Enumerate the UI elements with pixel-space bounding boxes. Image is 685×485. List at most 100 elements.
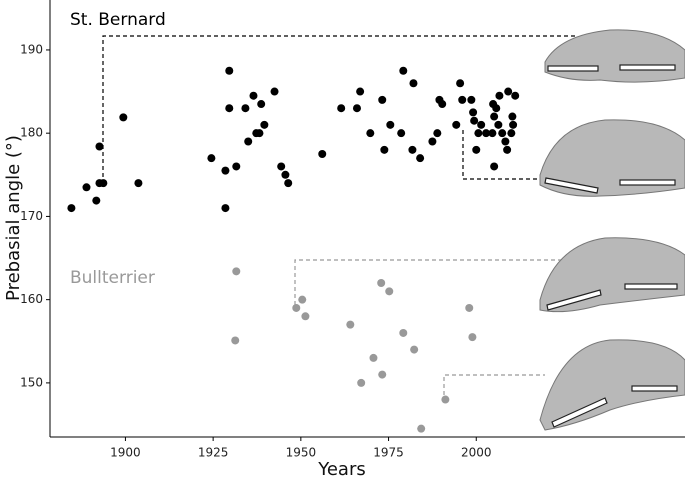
data-point (417, 424, 426, 433)
data-point (511, 91, 520, 100)
data-point (232, 162, 241, 171)
skull (544, 29, 685, 83)
data-point (377, 279, 386, 288)
data-point (501, 137, 510, 146)
data-point (225, 66, 234, 75)
x-tick-label: 1925 (198, 446, 229, 460)
x-axis-title: Years (317, 459, 366, 480)
data-point (482, 129, 491, 138)
data-point (428, 137, 437, 146)
data-point (378, 95, 387, 104)
data-point (270, 87, 279, 96)
data-point (221, 166, 230, 175)
data-point (438, 100, 447, 109)
data-point (221, 204, 230, 213)
data-point (470, 116, 479, 125)
data-point (352, 104, 361, 113)
data-point (284, 179, 293, 188)
data-point (292, 303, 301, 312)
data-point (490, 112, 499, 121)
data-point (441, 395, 450, 404)
data-point (399, 328, 408, 337)
leader-line (462, 130, 545, 180)
data-point (255, 129, 264, 138)
data-point (474, 129, 483, 138)
data-point (452, 120, 461, 129)
data-point (346, 320, 355, 329)
y-tick-label: 180 (20, 126, 43, 140)
data-point (92, 196, 101, 205)
data-point (458, 95, 467, 104)
data-point (277, 162, 286, 171)
y-tick-label: 160 (20, 292, 43, 306)
skull-marker (619, 64, 676, 71)
data-point (67, 204, 76, 213)
y-tick-label: 170 (20, 209, 43, 223)
y-axis-title: Prebasial angle (°) (3, 135, 24, 301)
leader-line (294, 259, 570, 305)
data-point (241, 104, 250, 113)
data-point (416, 154, 425, 163)
data-point (477, 120, 486, 129)
data-point (357, 378, 366, 387)
data-point (356, 87, 365, 96)
data-point (409, 79, 418, 88)
data-point (257, 100, 266, 109)
data-point (82, 183, 91, 192)
skull-marker (631, 385, 678, 392)
data-point (386, 120, 395, 129)
data-point (399, 66, 408, 75)
data-point (207, 154, 216, 163)
skull-images (539, 29, 685, 431)
data-point (231, 336, 240, 345)
data-point (260, 120, 269, 129)
data-point (495, 91, 504, 100)
skull-marker (546, 289, 602, 311)
data-point (232, 267, 241, 276)
data-point (119, 113, 128, 122)
data-point (337, 104, 346, 113)
data-point (410, 345, 419, 354)
data-point (472, 145, 481, 154)
data-point (507, 129, 516, 138)
data-point (298, 295, 307, 304)
data-point (225, 104, 234, 113)
skull-marker (547, 65, 599, 72)
data-point (465, 303, 474, 312)
annotation-lines (102, 35, 575, 395)
leader-line (443, 374, 545, 395)
x-tick-label: 1900 (110, 446, 141, 460)
data-point (508, 112, 517, 121)
data-point (95, 142, 104, 151)
data-point (281, 170, 290, 179)
skull (539, 119, 685, 197)
x-tick-label: 1950 (286, 446, 317, 460)
x-tick-label: 2000 (461, 446, 492, 460)
data-point (433, 129, 442, 138)
skull-marker (624, 283, 678, 290)
data-point (494, 120, 503, 129)
data-point (134, 179, 143, 188)
y-tick-label: 190 (20, 42, 43, 56)
data-point (397, 129, 406, 138)
data-point (244, 137, 253, 146)
data-point (488, 129, 497, 138)
data-point (492, 104, 501, 113)
data-point (385, 287, 394, 296)
data-point (467, 95, 476, 104)
data-point (509, 120, 518, 129)
data-point (490, 162, 499, 171)
skull (539, 339, 685, 431)
skull-marker (544, 177, 599, 194)
x-tick-label: 1975 (373, 446, 404, 460)
data-point (498, 129, 507, 138)
data-point (369, 353, 378, 362)
data-point (301, 312, 310, 321)
data-point (468, 333, 477, 342)
leader-line (102, 35, 575, 184)
data-point (318, 149, 327, 158)
data-point (366, 129, 375, 138)
data-point (456, 79, 465, 88)
data-point (249, 91, 258, 100)
